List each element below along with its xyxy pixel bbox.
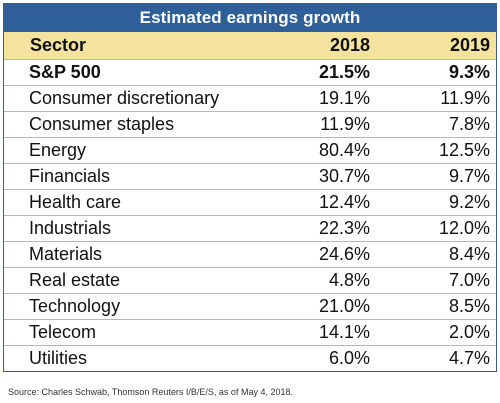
earnings-growth-table: Estimated earnings growth Sector 2018 20… bbox=[3, 3, 497, 372]
sector-name: Energy bbox=[29, 140, 87, 160]
value-2018: 12.4% bbox=[318, 192, 370, 212]
table-row: Consumer staples 11.9% 7.8% bbox=[4, 111, 496, 137]
sector-name: Health care bbox=[29, 192, 122, 212]
value-2018: 80.4% bbox=[318, 140, 370, 160]
value-2018: 19.1% bbox=[318, 88, 370, 108]
value-2018: 21.0% bbox=[318, 296, 370, 316]
table-row: Financials 30.7% 9.7% bbox=[4, 163, 496, 189]
table-title: Estimated earnings growth bbox=[4, 4, 496, 32]
value-2018: 30.7% bbox=[318, 166, 370, 186]
table-row: Real estate 4.8% 7.0% bbox=[4, 267, 496, 293]
value-2018: 11.9% bbox=[320, 114, 370, 134]
value-2019: 12.0% bbox=[438, 218, 490, 238]
sector-name: Telecom bbox=[29, 322, 97, 342]
table-row: S&P 500 21.5% 9.3% bbox=[4, 59, 496, 85]
header-2018: 2018 bbox=[329, 35, 370, 55]
table-row: Technology 21.0% 8.5% bbox=[4, 293, 496, 319]
value-2019: 9.3% bbox=[448, 62, 490, 82]
table-row: Industrials 22.3% 12.0% bbox=[4, 215, 496, 241]
sector-name: Industrials bbox=[29, 218, 112, 238]
sector-name: Utilities bbox=[29, 348, 88, 368]
value-2018: 6.0% bbox=[328, 348, 370, 368]
value-2019: 4.7% bbox=[448, 348, 490, 368]
value-2019: 7.0% bbox=[448, 270, 490, 290]
sector-name: Materials bbox=[29, 244, 103, 264]
sector-name: Consumer discretionary bbox=[29, 88, 220, 108]
value-2019: 12.5% bbox=[438, 140, 490, 160]
value-2019: 7.8% bbox=[448, 114, 490, 134]
value-2019: 8.5% bbox=[448, 296, 490, 316]
table-row: Consumer discretionary 19.1% 11.9% bbox=[4, 85, 496, 111]
header-sector: Sector bbox=[30, 35, 87, 55]
value-2019: 9.2% bbox=[448, 192, 490, 212]
sector-name: S&P 500 bbox=[29, 62, 101, 82]
value-2019: 11.9% bbox=[440, 88, 490, 108]
table-row: Energy 80.4% 12.5% bbox=[4, 137, 496, 163]
table-row: Telecom 14.1% 2.0% bbox=[4, 319, 496, 345]
source-note: Source: Charles Schwab, Thomson Reuters … bbox=[8, 387, 293, 397]
table-header-row: Sector 2018 2019 bbox=[4, 32, 496, 59]
value-2018: 21.5% bbox=[318, 62, 370, 82]
value-2019: 8.4% bbox=[448, 244, 490, 264]
table-row: Materials 24.6% 8.4% bbox=[4, 241, 496, 267]
value-2018: 14.1% bbox=[318, 322, 370, 342]
value-2018: 4.8% bbox=[328, 270, 370, 290]
value-2018: 24.6% bbox=[318, 244, 370, 264]
sector-name: Technology bbox=[29, 296, 121, 316]
sector-name: Financials bbox=[29, 166, 111, 186]
table-row: Health care 12.4% 9.2% bbox=[4, 189, 496, 215]
value-2019: 2.0% bbox=[448, 322, 490, 342]
value-2018: 22.3% bbox=[318, 218, 370, 238]
sector-name: Consumer staples bbox=[29, 114, 175, 134]
table-row: Utilities 6.0% 4.7% bbox=[4, 345, 496, 371]
value-2019: 9.7% bbox=[448, 166, 490, 186]
sector-name: Real estate bbox=[29, 270, 121, 290]
header-2019: 2019 bbox=[449, 35, 490, 55]
